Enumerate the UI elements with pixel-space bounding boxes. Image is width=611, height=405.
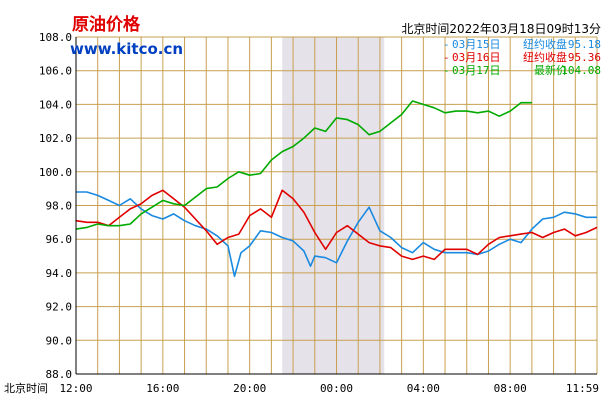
y-tick-label: 106.0: [39, 65, 72, 78]
y-tick-label: 90.0: [46, 334, 73, 347]
series-line-1: [75, 189, 598, 261]
x-tick-label: 04:00: [407, 382, 440, 395]
legend-value-0316: 95.36: [567, 51, 601, 64]
y-tick-label: 94.0: [46, 267, 73, 280]
y-tick-label: 108.0: [39, 31, 72, 44]
y-tick-label: 98.0: [46, 200, 73, 213]
legend: - 03月15日 纽约收盘 95.18 - 03月16日 纽约收盘 95.36 …: [443, 38, 601, 77]
legend-dash-0316: -: [443, 51, 450, 64]
y-tick-label: 102.0: [39, 132, 72, 145]
legend-item-0317: - 03月17日 最新价 104.08: [443, 64, 601, 77]
x-axis-name: 北京时间: [4, 381, 48, 395]
y-tick-label: 100.0: [39, 166, 72, 179]
y-tick-label: 96.0: [46, 233, 73, 246]
legend-status-0315: 纽约收盘: [523, 38, 567, 51]
site-link[interactable]: www.kitco.cn: [70, 40, 184, 58]
legend-dash-0317: -: [443, 64, 450, 77]
legend-label-0317: 03月17日: [452, 64, 501, 77]
axis-layer: [75, 37, 597, 375]
legend-status-0316: 纽约收盘: [523, 51, 567, 64]
y-tick-label: 92.0: [46, 301, 73, 314]
y-tick-label: 88.0: [46, 368, 73, 381]
x-tick-label: 00:00: [320, 382, 353, 395]
series-line-2: [75, 100, 532, 230]
legend-label-0315: 03月15日: [452, 38, 501, 51]
x-tick-label: 12:00: [59, 382, 92, 395]
y-tick-label: 104.0: [39, 98, 72, 111]
legend-item-0315: - 03月15日 纽约收盘 95.18: [443, 38, 601, 51]
x-tick-label: 20:00: [233, 382, 266, 395]
chart-title: 原油价格: [72, 15, 140, 35]
x-tick-label: 08:00: [494, 382, 527, 395]
x-tick-label: 11:59: [566, 382, 599, 395]
series-layer: [75, 100, 598, 278]
legend-value-0315: 95.18: [567, 38, 601, 51]
legend-value-0317: 104.08: [561, 64, 601, 77]
legend-status-0317: 最新价: [534, 64, 567, 77]
series-line-0: [76, 191, 597, 278]
legend-label-0316: 03月16日: [452, 51, 501, 64]
tick-label-layer: 88.0 90.0 92.0 94.0 96.0 98.0 100.0 102.0 104.0 1…: [4, 31, 599, 395]
legend-item-0316: - 03月16日 纽约收盘 95.36: [443, 51, 601, 64]
legend-dash-0315: -: [443, 38, 450, 51]
timestamp: 北京时间2022年03月18日09时13分: [401, 22, 601, 36]
x-tick-label: 16:00: [146, 382, 179, 395]
